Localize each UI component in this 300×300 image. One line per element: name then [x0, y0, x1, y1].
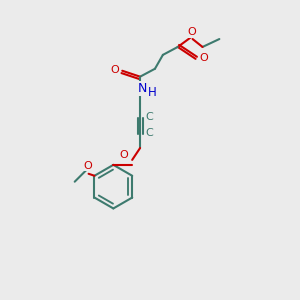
Text: O: O [120, 150, 129, 160]
Text: O: O [187, 27, 196, 37]
Text: N: N [137, 82, 147, 95]
Text: O: O [110, 65, 119, 75]
Text: O: O [199, 53, 208, 63]
Text: O: O [83, 161, 92, 171]
Text: H: H [148, 86, 156, 99]
Text: C: C [145, 128, 153, 138]
Text: C: C [145, 112, 153, 122]
